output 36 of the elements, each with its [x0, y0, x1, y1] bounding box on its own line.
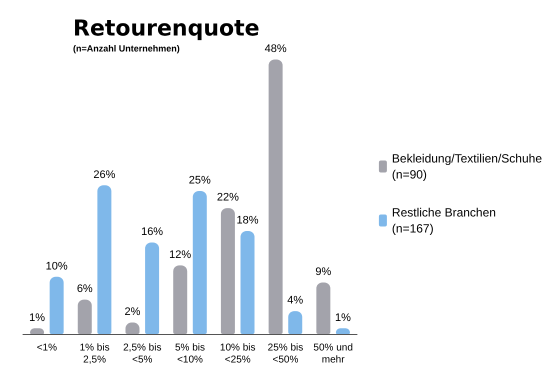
bar	[288, 311, 302, 334]
data-label: 1%	[334, 312, 352, 324]
x-tick-label: 25% bis <50%	[268, 342, 304, 366]
bar	[173, 265, 188, 334]
data-label: 2%	[124, 306, 141, 318]
data-label: 22%	[216, 192, 240, 204]
x-tick-label: 5% bis <10%	[174, 342, 206, 366]
x-tick-label: 2,5% bis <5%	[123, 342, 162, 366]
data-label: 10%	[46, 260, 68, 272]
bar	[192, 191, 207, 334]
data-label: 25%	[188, 174, 212, 186]
bar	[97, 185, 112, 334]
data-label: 9%	[315, 266, 332, 278]
x-tick-label: 1% bis 2,5%	[80, 342, 110, 366]
x-tick-label: 10% bis <25%	[220, 342, 256, 366]
bar	[240, 231, 255, 334]
data-label: 18%	[236, 214, 259, 227]
x-tick-label: <1%	[36, 342, 58, 354]
bar	[220, 208, 235, 334]
data-label: 12%	[169, 248, 192, 261]
data-label: 6%	[76, 283, 93, 296]
chart-subtitle: (n=Anzahl Unternehmen)	[73, 44, 180, 54]
bar	[145, 242, 160, 334]
chart-title: Retourenquote	[73, 16, 260, 42]
bar	[50, 276, 64, 334]
x-tick-label: 50% und mehr	[313, 342, 353, 366]
data-label: 48%	[264, 42, 287, 55]
bar	[316, 282, 330, 334]
legend-label: Restliche Branchen (n=167)	[392, 206, 496, 236]
bar	[268, 59, 283, 334]
data-label: 16%	[141, 226, 164, 238]
data-label: 4%	[287, 294, 304, 307]
legend-label: Bekleidung/Textilien/Schuhe (n=90)	[392, 152, 542, 182]
data-label: 1%	[29, 312, 46, 324]
bar	[78, 300, 92, 334]
data-label: 26%	[93, 168, 116, 181]
